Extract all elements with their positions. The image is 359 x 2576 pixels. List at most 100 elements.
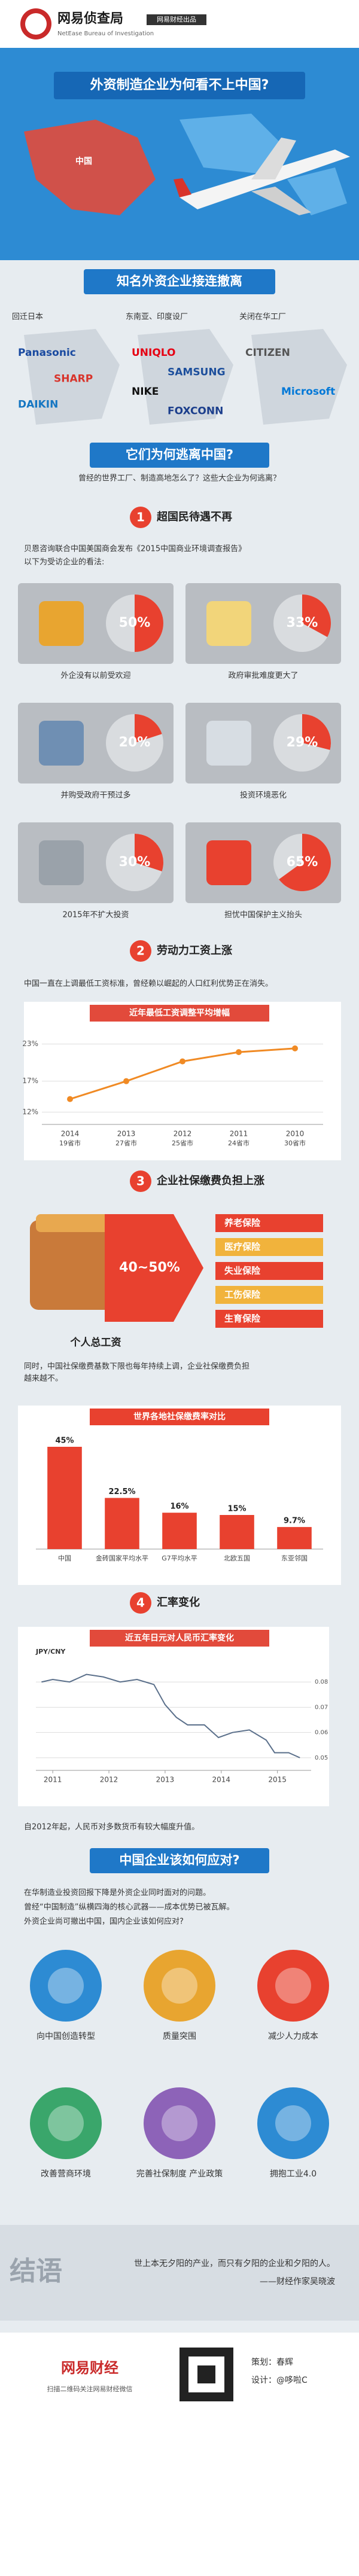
fx-note: 自2012年起，人民币对多数货币有较大幅度升值。 (24, 1822, 199, 1832)
brand-logo: CITIZEN (245, 347, 290, 359)
tile-icon (206, 721, 251, 766)
action-icon-inner (275, 1968, 311, 2004)
x-tick-note: 30省市 (284, 1139, 306, 1147)
reason-number-badge (130, 507, 151, 528)
action-icon-inner (48, 2105, 84, 2141)
chart-title: 近年最低工资调整平均增幅 (129, 1008, 230, 1018)
airplane-tail (174, 178, 191, 197)
pie-slice (135, 834, 163, 871)
action-icon (257, 2087, 329, 2159)
brand-logo: UNIQLO (132, 347, 176, 359)
y-tick-label: 0.06 (315, 1730, 328, 1736)
main-title: 外资制造企业为何看不上中国? (90, 77, 269, 93)
tile-caption: 投资环境恶化 (240, 791, 287, 800)
action-label: 改善营商环境 (41, 2169, 91, 2179)
action-label: 减少人力成本 (268, 2032, 318, 2041)
x-tick-label: 北欧五国 (224, 1554, 250, 1562)
tile-caption: 外企没有以前受欢迎 (60, 671, 130, 681)
airplane-wing (251, 138, 296, 179)
action-label: 完善社保制度 产业政策 (136, 2169, 223, 2179)
action-icon-inner (162, 1968, 197, 2004)
x-tick-label: 金砖国家平均水平 (96, 1554, 148, 1562)
action-icon (30, 2087, 102, 2159)
airplane-wing (251, 187, 311, 215)
response-text: 曾经“中国制造”纵横四海的核心武器——成本优势已被瓦解。 (24, 1903, 234, 1912)
logo-badge-inner (25, 13, 47, 35)
pie-label: 33% (287, 615, 318, 630)
brand-logo: SHARP (54, 373, 93, 385)
x-tick-label: 2013 (117, 1130, 136, 1138)
tile-caption: 2015年不扩大投资 (62, 910, 129, 920)
action-icon-inner (162, 2105, 197, 2141)
x-tick-label: G7平均水平 (162, 1554, 197, 1562)
group-label: 东南亚、印度设厂 (126, 312, 188, 322)
pie-label: 20% (119, 735, 151, 750)
brand-logo: DAIKIN (18, 399, 58, 411)
insurance-item-bg (215, 1286, 323, 1304)
footer-credit: 设计：@哆啦C (251, 2375, 308, 2385)
x-tick-label: 2013 (156, 1776, 175, 1784)
chart-title-band (90, 1409, 269, 1425)
brand-logo: Panasonic (18, 347, 76, 359)
survey-intro: 贝恩咨询联合中国美国商会发布《2015中国商业环境调查报告》 (24, 544, 246, 554)
line-point (180, 1058, 185, 1065)
x-tick-label: 2012 (100, 1776, 118, 1784)
x-tick-label: 2015 (268, 1776, 287, 1784)
line-point (123, 1078, 129, 1084)
reason-title: 汇率变化 (157, 1596, 200, 1609)
response-text: 在华制造业投资回报下降是外资企业同时面对的问题。 (24, 1888, 211, 1898)
share-shape (105, 1214, 203, 1322)
bar (277, 1527, 312, 1549)
chart-title: 世界各地社保缴费率对比 (133, 1412, 226, 1422)
y-tick-label: 12% (22, 1108, 38, 1116)
chart-title: 近五年日元对人民币汇率变化 (125, 1633, 234, 1643)
tile-caption: 并购受政府干预过多 (60, 791, 130, 800)
x-tick-label: 2011 (230, 1130, 248, 1138)
line-point (67, 1096, 73, 1102)
action-label: 拥抱工业4.0 (270, 2169, 317, 2179)
closing-label: 结语 (10, 2256, 62, 2287)
action-label: 向中国创造转型 (36, 2032, 95, 2041)
tag-box (147, 14, 206, 25)
x-tick-label: 东亚邻国 (281, 1554, 308, 1562)
response-text: 外资企业尚可撤出中国，国内企业该如何应对? (24, 1917, 184, 1926)
pie-label: 29% (287, 735, 318, 750)
brand-logo: NIKE (132, 386, 159, 398)
action-icon (257, 1950, 329, 2022)
action-icon-inner (48, 1968, 84, 2004)
pie-slice (302, 595, 331, 638)
y-tick-label: 0.05 (315, 1755, 328, 1761)
chart-title-band (90, 1005, 269, 1022)
footer-brand: 网易财经 (61, 2359, 118, 2376)
map-label: 中国 (75, 156, 92, 166)
x-tick-label: 2014 (212, 1776, 231, 1784)
bar-value-label: 15% (227, 1505, 246, 1514)
insurance-item: 生育保险 (224, 1313, 261, 1324)
y-tick-label: 23% (22, 1039, 38, 1048)
social-note: 同时，中国社保缴费基数下限也每年持续上调，企业社保缴费负担 (24, 1362, 250, 1371)
social-note: 越来越不。 (24, 1374, 63, 1383)
tile-caption: 政府审批难度更大了 (228, 671, 298, 681)
brand-logo: Microsoft (281, 386, 335, 398)
reason-number: 1 (136, 510, 145, 525)
tile-icon (39, 840, 84, 885)
footer-scan: 扫描二维码关注网易财经微信 (47, 2385, 133, 2393)
pie-slice (135, 714, 162, 743)
y-tick-label: 17% (22, 1077, 38, 1085)
bar-value-label: 22.5% (108, 1487, 135, 1496)
region-shape (251, 329, 347, 425)
share-label: 40~50% (119, 1260, 180, 1275)
closing-author: ——财经作家吴晓波 (260, 2276, 335, 2287)
region-shape (138, 329, 233, 425)
bar-value-label: 16% (170, 1502, 188, 1511)
y-tick-label: 0.08 (315, 1679, 328, 1685)
closing-band (0, 2225, 359, 2321)
insurance-item-bg (215, 1214, 323, 1232)
group-label: 关闭在华工厂 (239, 313, 286, 322)
insurance-item: 医疗保险 (224, 1242, 261, 1252)
wage-note: 中国一直在上调最低工资标准，曾经赖以崛起的人口红利优势正在消失。 (24, 979, 273, 989)
header-tag: 网易财经出品 (157, 15, 196, 23)
pie-slice (135, 595, 163, 652)
reason-title: 企业社保缴费负担上涨 (156, 1174, 264, 1187)
insurance-item: 养老保险 (224, 1218, 261, 1228)
